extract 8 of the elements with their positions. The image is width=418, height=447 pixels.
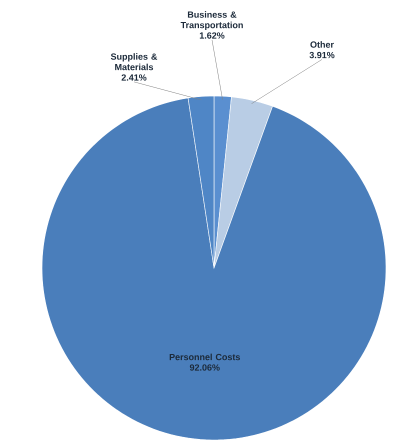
slice-label: Other [310, 41, 334, 48]
slice-label: Supplies & Materials [110, 53, 158, 70]
data-label: 1.62% [200, 32, 224, 39]
slice-label: Personnel Costs [170, 354, 240, 360]
slice-label: Business & Transportation [180, 11, 243, 30]
data-label: 3.91% [309, 52, 334, 58]
data-label: 2.41% [122, 74, 146, 81]
data-label: 92.06% [190, 364, 220, 371]
